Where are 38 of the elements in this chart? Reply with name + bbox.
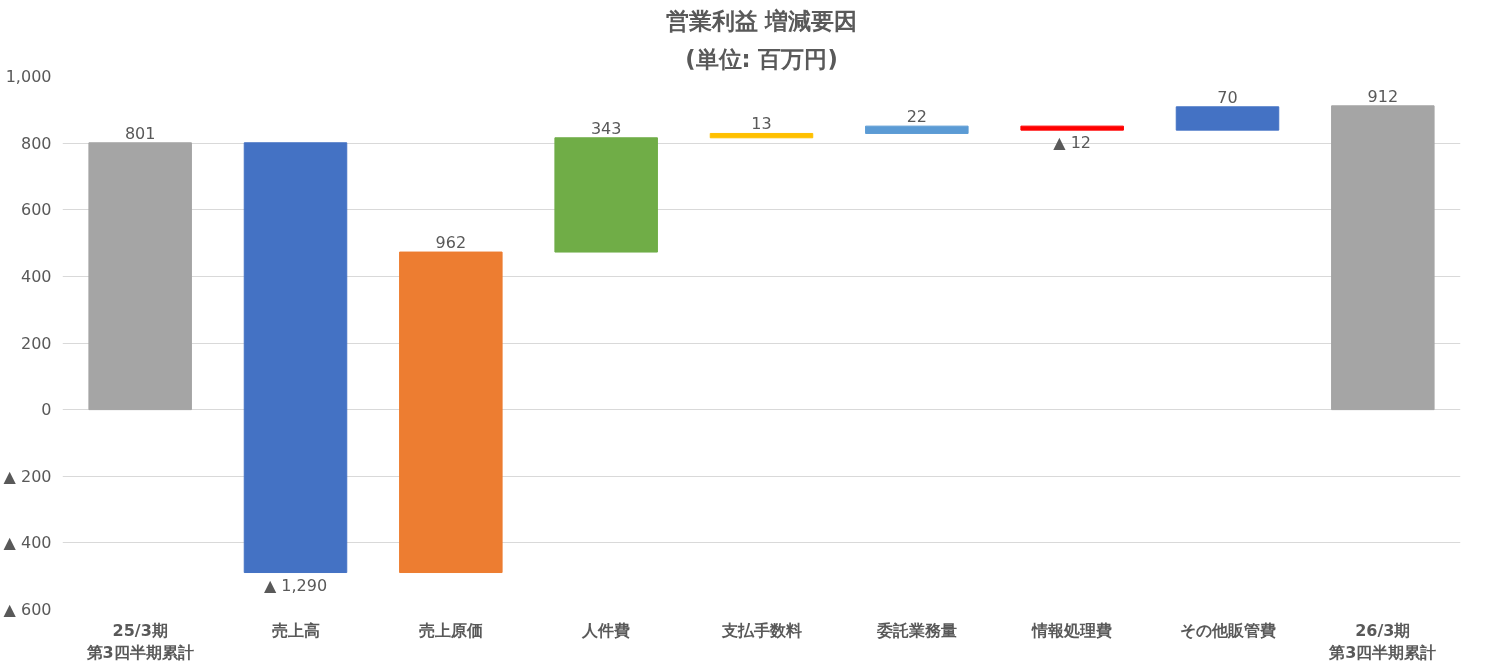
- x-tick-label: 情報処理費: [1031, 620, 1113, 640]
- bar: [88, 142, 192, 411]
- y-tick-label: 800: [20, 133, 52, 153]
- y-tick-label: ▲ 600: [3, 600, 52, 619]
- bar: [1175, 106, 1280, 131]
- y-tick-label: 600: [20, 200, 52, 220]
- chart-subtitle: (単位: 百万円): [685, 45, 838, 72]
- data-label: 13: [751, 114, 772, 134]
- y-tick-label: 400: [20, 266, 52, 286]
- bar: [399, 251, 503, 574]
- data-label: ▲ 1,290: [263, 575, 328, 595]
- data-label: 70: [1217, 87, 1238, 107]
- data-label: 912: [1367, 86, 1399, 106]
- y-tick-label: 200: [20, 333, 52, 353]
- x-tick-label: その他販管費: [1179, 620, 1276, 640]
- data-label: 801: [124, 123, 156, 143]
- y-tick-label: ▲ 200: [3, 466, 52, 486]
- bar: [1331, 105, 1435, 411]
- x-tick-label: 人件費: [581, 620, 631, 640]
- x-tick-label: 25/3期第3四半期累計: [85, 620, 194, 663]
- bar: [865, 125, 969, 134]
- bar: [554, 137, 658, 253]
- x-tick-label: 支払手数料: [720, 620, 802, 640]
- data-label: 343: [590, 118, 622, 138]
- x-tick-label: 売上原価: [418, 620, 483, 640]
- x-tick-label: 売上高: [271, 620, 320, 640]
- bar: [1020, 125, 1124, 131]
- chart-title: 営業利益 増減要因: [665, 7, 858, 34]
- bar: [709, 132, 814, 139]
- x-tick-label: 委託業務量: [875, 620, 957, 640]
- data-label: 22: [906, 107, 928, 127]
- y-tick-label: ▲ 400: [3, 533, 52, 553]
- y-tick-label: 1,000: [5, 67, 52, 86]
- bar: [243, 142, 348, 574]
- x-tick-label: 26/3期第3四半期累計: [1328, 620, 1437, 663]
- data-label: ▲ 12: [1053, 133, 1092, 153]
- data-label: 962: [435, 233, 467, 253]
- y-tick-label: 0: [41, 400, 52, 420]
